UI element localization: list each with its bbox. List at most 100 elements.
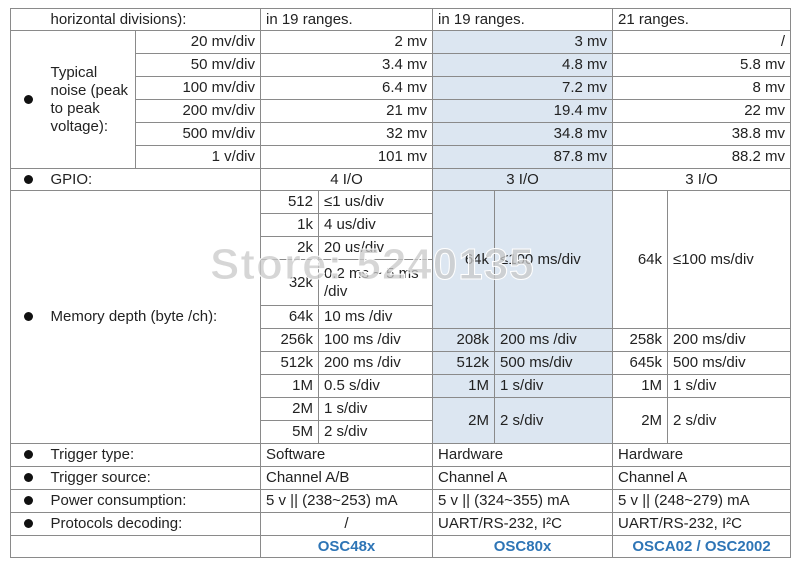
cell: 22 mv — [612, 99, 792, 123]
cell: 50 mv/div — [135, 53, 261, 77]
table-row: 50 mv/div 3.4 mv 4.8 mv 5.8 mv — [11, 53, 792, 77]
cell: 64k — [432, 190, 496, 329]
cell: 645k — [612, 351, 669, 375]
bullet-cell — [10, 466, 46, 490]
cell: 4 I/O — [259, 168, 434, 191]
cell: 1M — [432, 374, 496, 398]
table-row: 2M 1 s/div 2M 2 s/div 2M 2 s/div — [11, 397, 792, 444]
bullet-cell — [10, 30, 46, 169]
cell: 21 ranges. — [612, 8, 792, 31]
cell: 2 s/div — [667, 397, 792, 444]
cell: 1 v/div — [135, 145, 261, 169]
bullet — [23, 450, 33, 459]
cell: 38.8 mv — [612, 122, 792, 146]
table-row: 1M 0.5 s/div 1M 1 s/div 1M 1 s/div — [11, 374, 792, 398]
cell: 3 mv — [432, 30, 614, 54]
cell: Channel A/B — [259, 466, 434, 490]
cell: 100 mv/div — [135, 76, 261, 100]
cell: 200 ms/div — [667, 328, 792, 352]
cell: Hardware — [612, 443, 792, 467]
bullet — [23, 496, 33, 505]
table-row: Trigger type: Software Hardware Hardware — [10, 443, 792, 467]
row-label: Trigger source: — [45, 466, 261, 490]
cell: 0.5 s/div — [317, 374, 434, 398]
table-row: Protocols decoding: / UART/RS-232, I²C UART… — [10, 512, 792, 536]
cell: 34.8 mv — [432, 122, 614, 146]
cell: UART/RS-232, I²C — [612, 512, 792, 536]
bullet — [23, 312, 33, 321]
bullet — [23, 519, 33, 528]
cell: 500 mv/div — [135, 122, 261, 146]
cell: 5.8 mv — [612, 53, 792, 77]
table-row: 500 mv/div 32 mv 34.8 mv 38.8 mv — [11, 122, 792, 146]
cell: 32k — [260, 259, 319, 306]
cell: 2M — [432, 397, 496, 444]
cell: 100 ms /div — [317, 328, 434, 352]
cell: UART/RS-232, I²C — [432, 512, 614, 536]
cell: Channel A — [432, 466, 614, 490]
bullet-cell — [10, 190, 46, 444]
cell: 87.8 mv — [432, 145, 614, 169]
bullet-cell — [10, 489, 46, 513]
row-label: Typical noise (peak to peak voltage): — [45, 30, 136, 169]
cell: 512k — [432, 351, 496, 375]
cell: 32 mv — [259, 122, 434, 146]
cell: 2M — [612, 397, 669, 444]
bullet-cell — [10, 443, 46, 467]
cell: 3.4 mv — [259, 53, 434, 77]
row-label: GPIO: — [45, 168, 261, 191]
cell: 1 s/div — [317, 397, 434, 421]
cell: 1M — [260, 374, 319, 398]
cell: in 19 ranges. — [432, 8, 614, 31]
cell: 200 mv/div — [135, 99, 261, 123]
table-row: 200 mv/div 21 mv 19.4 mv 22 mv — [11, 99, 792, 123]
cell: ≤100 ms/div — [667, 190, 792, 329]
table-row: 100 mv/div 6.4 mv 7.2 mv 8 mv — [11, 76, 792, 100]
cell: 258k — [612, 328, 669, 352]
cell: 500 ms/div — [494, 351, 614, 375]
cell: 6.4 mv — [259, 76, 434, 100]
cell: 3 I/O — [612, 168, 792, 191]
model-name: OSCA02 / OSC2002 — [612, 535, 792, 558]
cell: 64k — [612, 190, 669, 329]
cell: 2k — [260, 236, 319, 260]
table-row: Power consumption: 5 v || (238~253) mA 5 v… — [10, 489, 792, 513]
cell: 5 v || (324~355) mA — [432, 489, 614, 513]
table-row: GPIO: 4 I/O 3 I/O 3 I/O — [10, 168, 792, 191]
bullet — [23, 473, 33, 482]
cell: 1M — [612, 374, 669, 398]
table-row: horizontal divisions): in 19 ranges. in 19… — [10, 8, 792, 31]
table-row: 1k 4 us/div — [11, 213, 791, 237]
bullet — [23, 174, 33, 184]
cell: Channel A — [612, 466, 792, 490]
cell: 5 v || (238~253) mA — [259, 489, 434, 513]
cell: 512 — [260, 190, 319, 214]
cell: 2 s/div — [494, 397, 614, 444]
table-row: Memory depth (byte /ch): 512 ≤1 us/div 64k ≤… — [10, 190, 792, 444]
bullet-cell — [10, 168, 46, 191]
cell: 8 mv — [612, 76, 792, 100]
table-row: 5M 2 s/div — [11, 420, 791, 444]
cell: in 19 ranges. — [259, 8, 434, 31]
cell: 208k — [432, 328, 496, 352]
cell: 1 s/div — [494, 374, 614, 398]
watermark: Store: 5240135 — [210, 240, 535, 290]
cell: / — [612, 30, 792, 54]
empty-cell — [10, 8, 46, 31]
cell: 88.2 mv — [612, 145, 792, 169]
spec-table: horizontal divisions): in 19 ranges. in 19… — [10, 8, 792, 558]
cell: 200 ms /div — [317, 351, 434, 375]
cell: 19.4 mv — [432, 99, 614, 123]
cell: horizontal divisions): — [45, 8, 261, 31]
cell: 256k — [260, 328, 319, 352]
model-name: OSC48x — [259, 535, 434, 558]
cell: 4 us/div — [317, 213, 434, 237]
table-row: Trigger source: Channel A/B Channel A Chann… — [10, 466, 792, 490]
cell: / — [259, 512, 434, 536]
cell: 101 mv — [259, 145, 434, 169]
bullet-cell — [10, 512, 46, 536]
cell: 500 ms/div — [667, 351, 792, 375]
cell: 2 s/div — [317, 420, 434, 444]
cell: 7.2 mv — [432, 76, 614, 100]
